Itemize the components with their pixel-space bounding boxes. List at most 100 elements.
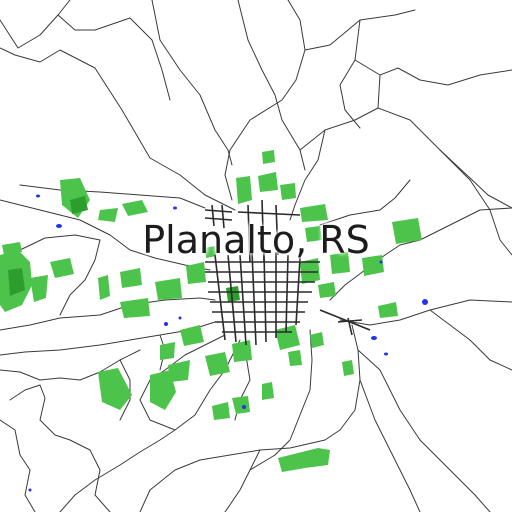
green-area xyxy=(226,286,240,302)
pond xyxy=(164,322,168,326)
green-area xyxy=(300,258,320,284)
road xyxy=(19,184,206,209)
road xyxy=(0,199,211,271)
street xyxy=(204,209,233,213)
green-area xyxy=(180,325,204,346)
street xyxy=(227,254,237,343)
road xyxy=(0,0,71,49)
street xyxy=(337,319,363,323)
green-area xyxy=(160,342,175,360)
urban-street-grid xyxy=(204,199,371,346)
street xyxy=(261,199,265,263)
pond xyxy=(384,352,388,356)
road xyxy=(287,0,416,51)
street xyxy=(237,211,301,216)
green-area xyxy=(288,350,302,366)
road xyxy=(0,419,36,512)
street xyxy=(285,254,289,333)
pond xyxy=(56,224,62,228)
street xyxy=(221,204,225,229)
green-area xyxy=(120,268,142,288)
green-area xyxy=(98,208,118,222)
road xyxy=(9,384,71,441)
green-area xyxy=(168,360,190,382)
green-area xyxy=(392,218,422,244)
green-area xyxy=(275,325,300,350)
green-area xyxy=(8,268,25,296)
pond xyxy=(379,260,383,264)
green-area xyxy=(122,200,148,216)
road xyxy=(57,14,171,101)
road xyxy=(329,207,512,301)
green-area xyxy=(236,176,252,204)
road xyxy=(299,74,381,151)
road xyxy=(119,359,131,421)
green-area xyxy=(150,370,176,410)
green-area xyxy=(2,242,22,255)
green-area xyxy=(120,298,150,318)
road xyxy=(139,429,341,512)
green-area xyxy=(280,183,296,200)
street xyxy=(239,254,247,346)
green-area xyxy=(318,282,336,298)
green-area xyxy=(342,360,354,376)
road xyxy=(429,309,512,371)
green-area xyxy=(278,448,330,472)
green-area xyxy=(205,352,230,376)
road xyxy=(0,297,216,331)
street xyxy=(204,217,233,221)
road xyxy=(357,349,491,512)
pond xyxy=(178,316,182,320)
green-area xyxy=(30,275,48,302)
street xyxy=(319,309,371,331)
green-area xyxy=(258,172,278,192)
street xyxy=(295,257,301,326)
green-area xyxy=(262,150,275,164)
road xyxy=(151,0,233,166)
road xyxy=(59,239,101,316)
road xyxy=(377,107,512,209)
road xyxy=(339,299,512,326)
green-area xyxy=(155,278,182,300)
road xyxy=(359,379,421,512)
green-area xyxy=(186,262,206,284)
road xyxy=(354,59,512,86)
green-area xyxy=(310,332,324,348)
green-area xyxy=(212,402,230,420)
road xyxy=(289,129,326,221)
street xyxy=(214,254,226,341)
green-area xyxy=(378,302,398,318)
road xyxy=(249,329,313,471)
road xyxy=(0,47,236,211)
street xyxy=(247,204,251,263)
pond xyxy=(173,206,177,210)
pond xyxy=(422,299,428,305)
street xyxy=(275,204,279,256)
green-area xyxy=(70,196,88,214)
pond xyxy=(36,194,40,198)
green-area xyxy=(262,382,274,400)
green-area xyxy=(98,368,132,410)
vegetation-areas xyxy=(0,150,422,472)
green-area xyxy=(232,340,252,362)
road xyxy=(319,179,411,226)
pond xyxy=(28,488,32,492)
green-area xyxy=(205,246,216,258)
green-area xyxy=(232,396,250,414)
water-bodies xyxy=(28,194,428,492)
road xyxy=(0,349,141,381)
road xyxy=(339,324,361,431)
street xyxy=(263,251,267,343)
green-area xyxy=(330,252,350,274)
road xyxy=(237,0,306,171)
green-area xyxy=(305,226,322,242)
road xyxy=(224,49,306,201)
green-area xyxy=(50,258,74,278)
road xyxy=(439,149,512,256)
green-area xyxy=(300,204,328,222)
road xyxy=(69,439,111,512)
street xyxy=(211,204,215,227)
